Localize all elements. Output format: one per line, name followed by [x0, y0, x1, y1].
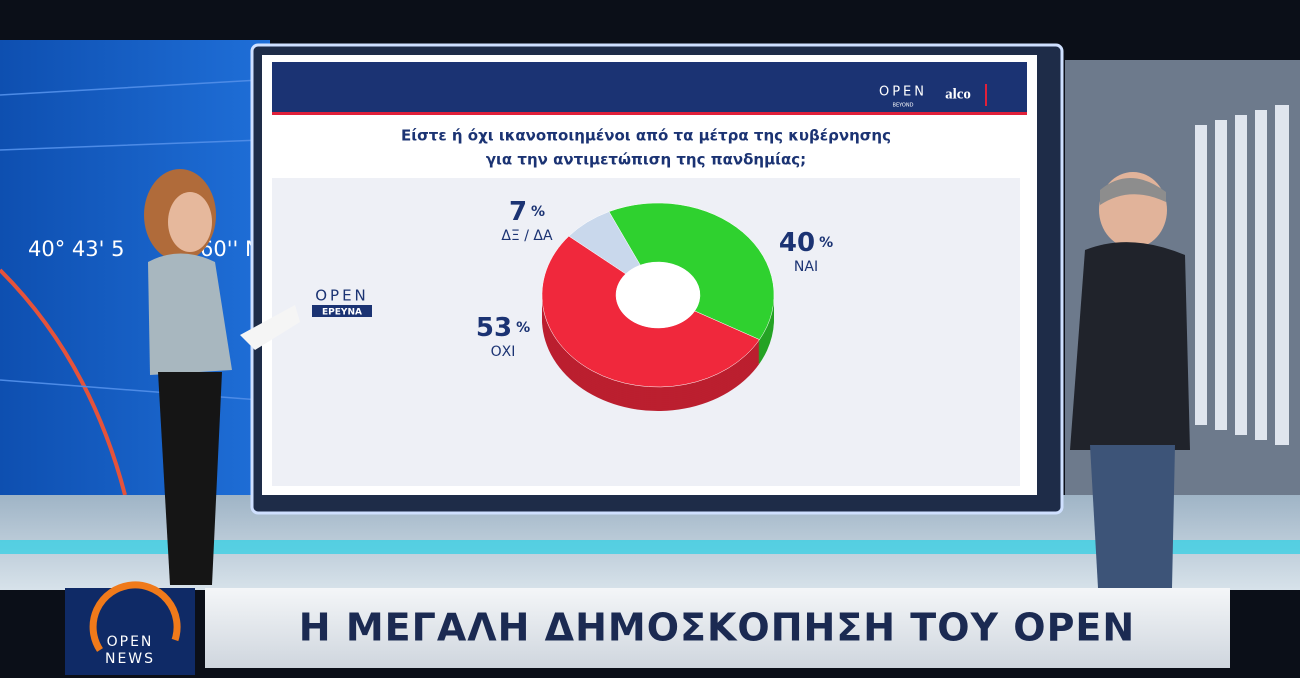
presenter-right — [1070, 172, 1190, 588]
coordinates: 40° 43' 5 — [28, 237, 124, 261]
category-label: ΟΧΙ — [491, 344, 516, 360]
category-label: ΔΞ / ΔΑ — [501, 228, 553, 244]
donut-hole — [616, 262, 700, 328]
value-number: 40 — [779, 228, 815, 258]
value-unit: % — [819, 235, 833, 251]
presenter-left — [144, 169, 300, 585]
banner-text: Η ΜΕΓΑΛΗ ΔΗΜΟΣΚΟΠΗΣΗ ΤΟΥ OPEN — [299, 606, 1135, 650]
value-unit: % — [531, 204, 545, 220]
category-label: ΝΑΙ — [794, 259, 818, 275]
value-number: 7 — [509, 197, 527, 227]
floor-light — [0, 540, 1300, 554]
side-logo-box — [312, 305, 372, 317]
logo-open: OPEN — [879, 85, 927, 100]
value-number: 53 — [476, 313, 512, 343]
side-logo-open: OPEN — [315, 287, 369, 305]
banner — [205, 588, 1230, 668]
map-line — [0, 268, 127, 496]
news-logo-ring — [89, 581, 181, 652]
news-logo-news: NEWS — [105, 651, 155, 667]
light-panels — [1195, 105, 1289, 445]
value-label: 53% — [476, 313, 530, 343]
value-label: 40% — [779, 228, 833, 258]
screen-header — [272, 62, 1027, 114]
header-stripe — [272, 112, 1027, 115]
logo-beyond: BEYOND — [893, 103, 914, 109]
value-unit: % — [516, 320, 530, 336]
side-logo-research: ΕΡΕΥΝΑ — [322, 308, 362, 318]
value-label: 7% — [509, 197, 545, 227]
left-wall — [0, 40, 270, 495]
chart-title: Είστε ή όχι ικανοποιημένοι από τα μέτρα … — [401, 127, 891, 145]
logo-divider — [985, 84, 987, 106]
news-logo-open: OPEN — [107, 634, 154, 650]
chart-title: για την αντιμετώπιση της πανδημίας; — [486, 151, 806, 169]
logo-alco: alco — [945, 86, 971, 102]
